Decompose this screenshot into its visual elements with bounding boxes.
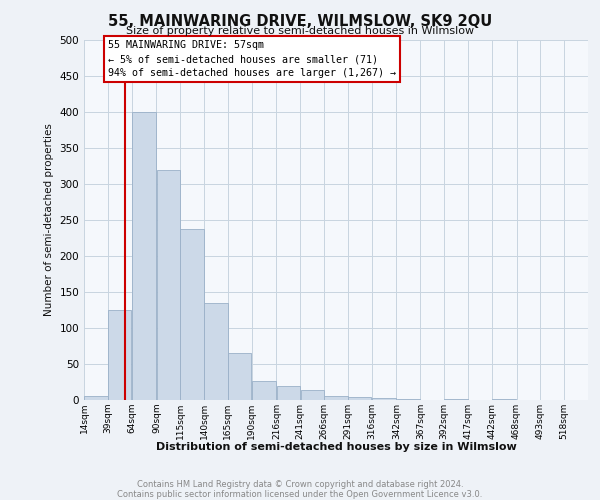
Bar xyxy=(252,380,276,400)
Bar xyxy=(157,170,180,400)
Bar xyxy=(348,397,371,400)
Bar xyxy=(372,398,396,400)
Text: 55 MAINWARING DRIVE: 57sqm
← 5% of semi-detached houses are smaller (71)
94% of : 55 MAINWARING DRIVE: 57sqm ← 5% of semi-… xyxy=(108,40,396,78)
Bar xyxy=(228,353,251,400)
Bar xyxy=(301,390,324,400)
Bar xyxy=(277,386,300,400)
Text: 55, MAINWARING DRIVE, WILMSLOW, SK9 2QU: 55, MAINWARING DRIVE, WILMSLOW, SK9 2QU xyxy=(108,14,492,29)
Bar xyxy=(204,303,227,400)
Bar xyxy=(181,228,204,400)
Y-axis label: Number of semi-detached properties: Number of semi-detached properties xyxy=(44,124,54,316)
Bar xyxy=(132,112,156,400)
Bar xyxy=(84,396,107,400)
Bar xyxy=(325,396,347,400)
Text: Distribution of semi-detached houses by size in Wilmslow: Distribution of semi-detached houses by … xyxy=(155,442,517,452)
Text: Contains HM Land Registry data © Crown copyright and database right 2024.
Contai: Contains HM Land Registry data © Crown c… xyxy=(118,480,482,499)
Text: Size of property relative to semi-detached houses in Wilmslow: Size of property relative to semi-detach… xyxy=(126,26,474,36)
Bar xyxy=(108,310,131,400)
